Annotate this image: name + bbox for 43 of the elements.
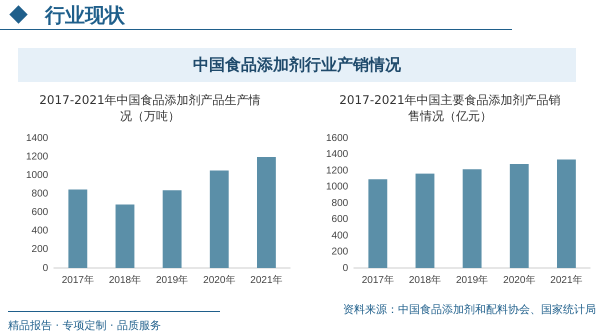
y-tick-label: 800 xyxy=(332,198,349,209)
y-tick-label: 1600 xyxy=(326,132,349,144)
x-tick-label: 2020年 xyxy=(203,274,236,286)
x-tick-label: 2018年 xyxy=(408,274,442,286)
x-tick-label: 2021年 xyxy=(250,274,283,286)
y-tick-label: 0 xyxy=(342,262,349,274)
bar xyxy=(510,164,529,268)
y-tick-label: 600 xyxy=(332,214,349,225)
bar xyxy=(68,190,88,268)
x-tick-label: 2017年 xyxy=(62,274,94,286)
bar xyxy=(116,204,134,268)
bar xyxy=(416,174,434,268)
chart-title: 2017-2021年中国食品添加剂产品生产情况（万吨） xyxy=(38,92,262,125)
bar xyxy=(462,169,482,268)
y-tick-label: 1200 xyxy=(326,165,349,176)
text: 行业现状 xyxy=(45,2,125,29)
bar xyxy=(162,190,182,268)
bar xyxy=(556,160,576,268)
bar xyxy=(368,179,388,268)
x-tick-label: 2018年 xyxy=(108,274,142,286)
y-tick-label: 200 xyxy=(32,244,49,256)
y-tick-label: 1400 xyxy=(26,132,49,144)
y-tick-label: 1000 xyxy=(26,170,49,181)
chart-title: 2017-2021年中国主要食品添加剂产品销售情况（亿元） xyxy=(338,92,562,125)
x-tick-label: 2017年 xyxy=(362,274,394,286)
y-tick-label: 0 xyxy=(42,262,49,274)
x-tick-label: 2019年 xyxy=(156,274,188,286)
bar xyxy=(210,170,229,268)
y-tick-label: 200 xyxy=(332,246,349,258)
y-tick-label: 800 xyxy=(32,188,49,200)
x-tick-label: 2019年 xyxy=(456,274,488,286)
y-tick-label: 1200 xyxy=(26,151,49,162)
text: 精品报告 · 专项定制 · 品质服务 xyxy=(8,318,161,333)
y-tick-label: 400 xyxy=(332,230,349,242)
bar xyxy=(256,157,276,268)
text: 资料来源：中国食品添加剂和配料协会、国家统计局 xyxy=(343,302,596,317)
y-tick-label: 400 xyxy=(32,226,49,237)
text: 中国食品添加剂行业产销情况 xyxy=(18,48,576,82)
y-tick-label: 1000 xyxy=(326,182,349,192)
x-tick-label: 2021年 xyxy=(550,274,583,286)
y-tick-label: 600 xyxy=(32,207,49,218)
y-tick-label: 1400 xyxy=(326,149,349,160)
x-tick-label: 2020年 xyxy=(503,274,536,286)
